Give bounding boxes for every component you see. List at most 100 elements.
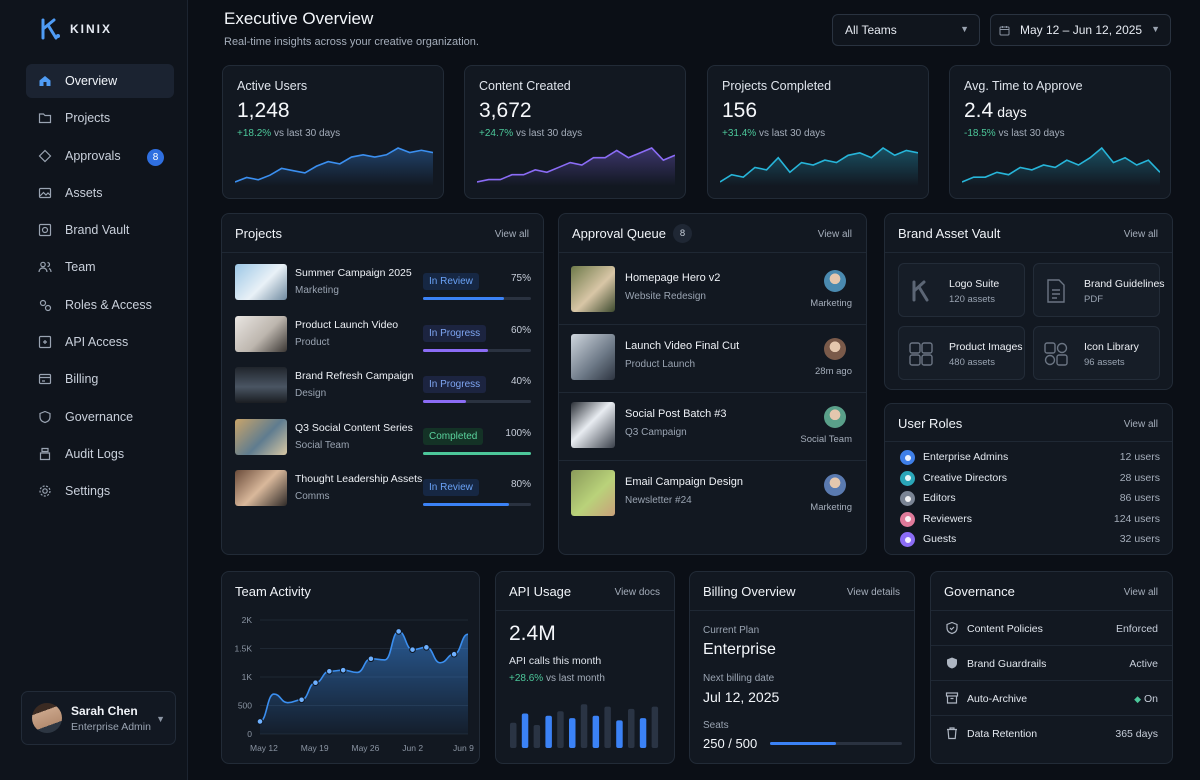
approvals-view-all-link[interactable]: View all	[817, 229, 852, 240]
shield-icon	[38, 410, 52, 424]
divider	[931, 715, 1172, 716]
sidebar-item-brand-vault[interactable]: Brand Vault	[26, 213, 174, 247]
api-usage-bar	[533, 725, 541, 748]
sparkline-area	[962, 148, 1160, 186]
team-filter-select[interactable]: All Teams ▼	[832, 14, 980, 46]
project-progress-bar	[423, 297, 531, 300]
sidebar-item-roles-access[interactable]: Roles & Access	[26, 288, 174, 322]
status-badge: In Review	[423, 479, 479, 496]
role-row[interactable]: Creative Directors 28 users	[898, 470, 1160, 487]
role-row[interactable]: Guests 32 users	[898, 531, 1160, 548]
sidebar-item-settings[interactable]: Settings	[26, 474, 174, 508]
activity-point	[395, 628, 402, 635]
governance-status-value: 365 days	[1115, 728, 1158, 740]
project-row[interactable]: Brand Refresh Campaign Design In Progress 4…	[235, 367, 531, 407]
projects-view-all-link[interactable]: View all	[494, 229, 529, 240]
project-name: Brand Refresh Campaign	[295, 370, 414, 382]
sparkline-line	[477, 147, 675, 183]
activity-point	[367, 655, 375, 663]
sidebar-item-approvals[interactable]: Approvals 8	[26, 139, 174, 173]
approval-meta: Marketing	[810, 502, 852, 513]
api-usage-bar	[580, 704, 588, 748]
governance-row[interactable]: Brand Guardrails Active	[931, 646, 1172, 681]
approval-name: Email Campaign Design	[625, 476, 743, 488]
sidebar-item-team[interactable]: Team	[26, 250, 174, 284]
governance-row[interactable]: Auto-Archive ◆ On	[931, 681, 1172, 716]
governance-status: Active	[1129, 658, 1158, 670]
project-row[interactable]: Q3 Social Content Series Social Team Compl…	[235, 418, 531, 459]
brand-logo[interactable]: KINIX	[40, 18, 112, 40]
vault-tile[interactable]: Logo Suite 120 assets	[898, 263, 1025, 317]
activity-point	[409, 646, 416, 653]
role-row[interactable]: Editors 86 users	[898, 490, 1160, 507]
billing-view-details-link[interactable]: View details	[846, 587, 900, 598]
sparkline-chart	[477, 147, 675, 186]
governance-view-all-link[interactable]: View all	[1123, 587, 1158, 598]
sidebar-item-assets[interactable]: Assets	[26, 176, 174, 210]
stat-label: Avg. Time to Approve	[964, 79, 1083, 93]
avatar	[824, 338, 846, 360]
project-progress-percent: 40%	[510, 376, 531, 387]
date-range-select[interactable]: May 12 – Jun 12, 2025 ▼	[990, 14, 1171, 46]
sidebar-item-projects[interactable]: Projects	[26, 101, 174, 135]
logo-k-icon	[40, 18, 62, 40]
policy-icon	[945, 621, 959, 635]
vault-sub: PDF	[1084, 294, 1103, 305]
governance-row[interactable]: Content Policies Enforced	[931, 611, 1172, 646]
project-row[interactable]: Summer Campaign 2025 Marketing In Review 75…	[235, 264, 531, 304]
sparkline-chart	[235, 147, 433, 186]
stat-delta: +18.2% vs last 30 days	[237, 128, 340, 139]
api-usage-bar	[639, 718, 647, 748]
billing-icon	[38, 372, 52, 386]
divider	[885, 252, 1172, 253]
sidebar: KINIX Overview Projects Approvals 8 Assets Br…	[0, 0, 188, 780]
roles-view-all-link[interactable]: View all	[1123, 419, 1158, 430]
project-row[interactable]: Product Launch Video Product In Progress 60…	[235, 315, 531, 356]
sidebar-item-api-access[interactable]: API Access	[26, 325, 174, 359]
role-name: Enterprise Admins	[923, 451, 1009, 463]
vault-view-all-link[interactable]: View all	[1123, 229, 1158, 240]
vault-tile[interactable]: Brand Guidelines PDF	[1033, 263, 1165, 317]
role-row[interactable]: Reviewers 124 users	[898, 511, 1160, 528]
api-usage-bars	[510, 704, 659, 748]
governance-status-value: Active	[1129, 658, 1158, 670]
divider	[690, 610, 914, 611]
user-roles-panel: User Roles View all Enterprise Admins 12 …	[884, 403, 1173, 555]
divider	[559, 252, 866, 253]
activity-point	[450, 650, 458, 658]
stat-delta-suffix: vs last 30 days	[758, 128, 826, 139]
sidebar-item-audit-logs[interactable]: Audit Logs	[26, 437, 174, 471]
vault-tile[interactable]: Product Images 480 assets	[898, 326, 1025, 380]
project-progress-bar	[423, 503, 531, 506]
stat-delta-suffix: vs last 30 days	[273, 128, 341, 139]
role-row[interactable]: Enterprise Admins 12 users	[898, 449, 1160, 466]
approval-item[interactable]: Homepage Hero v2 Website Redesign Marketin…	[559, 266, 866, 333]
approval-item[interactable]: Launch Video Final Cut Product Launch 28m …	[559, 334, 866, 401]
governance-name: Brand Guardrails	[967, 658, 1047, 670]
seats-progress-bar	[770, 742, 902, 745]
vault-tile[interactable]: Icon Library 96 assets	[1033, 326, 1160, 380]
approval-queue-panel: Approval Queue 8 View all Homepage Hero …	[558, 213, 867, 555]
api-view-docs-link[interactable]: View docs	[614, 587, 660, 598]
role-name: Guests	[923, 533, 957, 546]
sidebar-item-label: Roles & Access	[65, 297, 152, 312]
vault-name: Brand Guidelines	[1084, 278, 1165, 290]
sidebar-item-billing[interactable]: Billing	[26, 362, 174, 396]
sidebar-item-overview[interactable]: Overview	[26, 64, 174, 98]
governance-row[interactable]: Data Retention 365 days	[931, 716, 1172, 751]
approval-item[interactable]: Email Campaign Design Newsletter #24 Marke…	[559, 470, 866, 537]
approval-project: Newsletter #24	[625, 495, 692, 506]
user-menu[interactable]: Sarah Chen Enterprise Admin ▼	[21, 691, 176, 745]
api-calls-label: API calls this month	[509, 655, 602, 667]
stat-card: Active Users 1,248 +18.2% vs last 30 days	[222, 65, 444, 199]
approval-thumbnail	[571, 334, 615, 380]
sidebar-item-label: Billing	[65, 372, 99, 387]
approval-item[interactable]: Social Post Batch #3 Q3 Campaign Social Te…	[559, 402, 866, 469]
sidebar-item-governance[interactable]: Governance	[26, 400, 174, 434]
stat-delta: +31.4% vs last 30 days	[722, 128, 825, 139]
folder-icon	[38, 111, 52, 125]
project-row[interactable]: Thought Leadership Assets Comms In Review 8…	[235, 470, 531, 510]
activity-line	[259, 630, 469, 723]
api-usage-bar	[521, 713, 529, 748]
api-delta-suffix: vs last month	[545, 673, 605, 684]
